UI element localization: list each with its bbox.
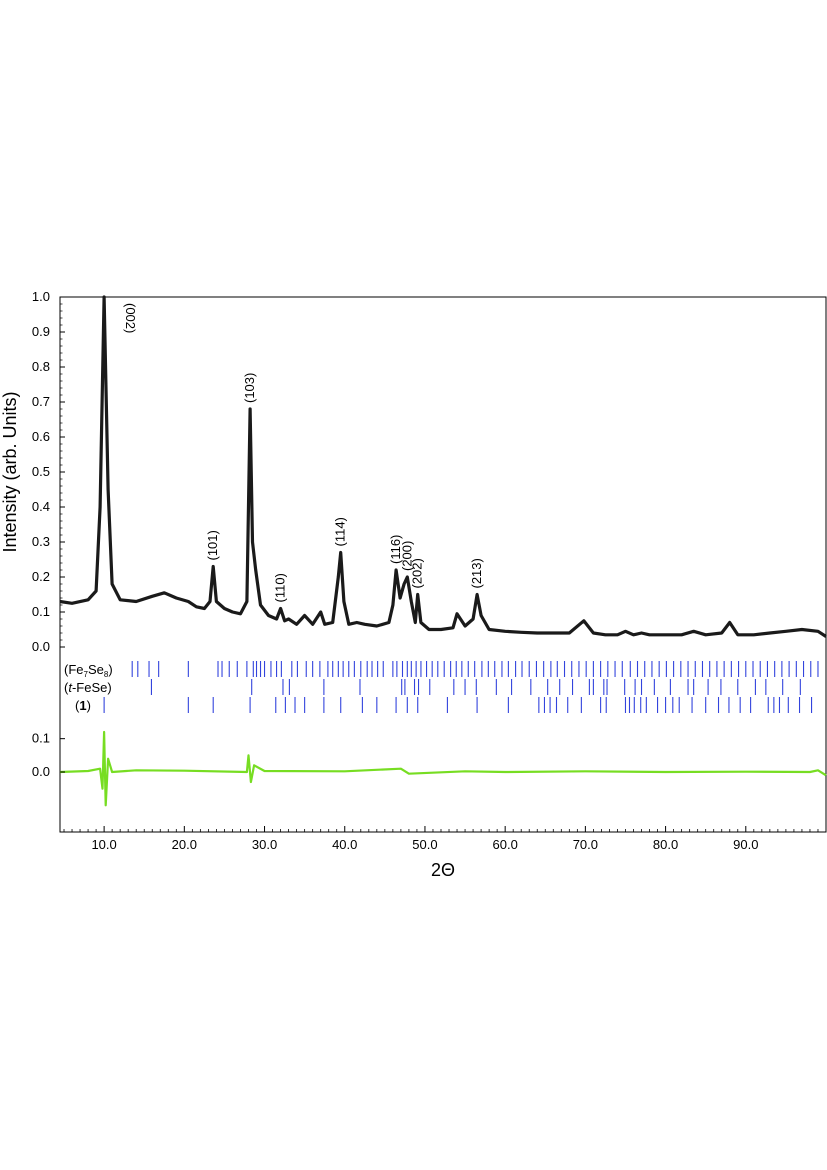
y-tick-label: 0.7 [32, 394, 50, 409]
peak-label: (116) [388, 535, 403, 564]
y-tick-label: 0.3 [32, 534, 50, 549]
x-axis-title: 2Θ [431, 860, 455, 880]
main-series-line [59, 295, 827, 638]
difference-y-axis: 0.1 0.0 [32, 731, 65, 779]
phase-markers: (Fe7Se8)(t-FeSe) (1) [64, 661, 819, 713]
peak-labels: (002) (103) (101) (110) (114) (116)(200)(202)… [123, 303, 484, 603]
x-axis: 10.0 20.0 30.0 40.0 50.0 60.0 70.0 80.0 90.0 [63, 826, 827, 852]
peak-label: (202) [410, 558, 425, 588]
x-tick-label: 70.0 [573, 837, 598, 852]
x-tick-label: 30.0 [252, 837, 277, 852]
y-tick-label: 0.1 [32, 604, 50, 619]
x-tick-label: 80.0 [653, 837, 678, 852]
y-axis-title: Intensity (arb. Units) [0, 391, 20, 552]
y-tick-label: 0.9 [32, 324, 50, 339]
peak-label: (103) [242, 373, 257, 403]
y-tick-label: 0.0 [32, 639, 50, 654]
x-tick-label: 50.0 [412, 837, 437, 852]
phase-label: (1) [75, 698, 91, 713]
y-tick-label: 1.0 [32, 289, 50, 304]
y-tick-label: 0.8 [32, 359, 50, 374]
x-tick-label: 10.0 [91, 837, 116, 852]
y-tick-label: 0.2 [32, 569, 50, 584]
peak-label: (002) [123, 303, 138, 333]
y-tick-label: 0.5 [32, 464, 50, 479]
main-y-axis: 0.0 0.1 0.2 0.3 0.4 0.5 0.6 0.7 0.8 0.9 1.0 [32, 289, 65, 654]
x-tick-label: 20.0 [172, 837, 197, 852]
plot-frame [59, 296, 827, 833]
phase-label: (t-FeSe) [64, 680, 112, 695]
x-tick-label: 90.0 [733, 837, 758, 852]
peak-label: (200) [399, 541, 414, 571]
peak-label: (110) [273, 573, 288, 602]
main-pattern [59, 295, 827, 638]
diff-y-tick-label: 0.0 [32, 764, 50, 779]
peak-label: (114) [333, 517, 348, 546]
x-tick-label: 40.0 [332, 837, 357, 852]
y-tick-label: 0.6 [32, 429, 50, 444]
peak-label: (213) [469, 558, 484, 588]
peak-label: (101) [205, 530, 220, 560]
phase-label: (Fe7Se8) [64, 662, 113, 679]
difference-line [59, 730, 827, 807]
diff-y-tick-label: 0.1 [32, 731, 50, 746]
y-tick-label: 0.4 [32, 499, 50, 514]
x-tick-label: 60.0 [493, 837, 518, 852]
difference-curve [59, 730, 827, 807]
